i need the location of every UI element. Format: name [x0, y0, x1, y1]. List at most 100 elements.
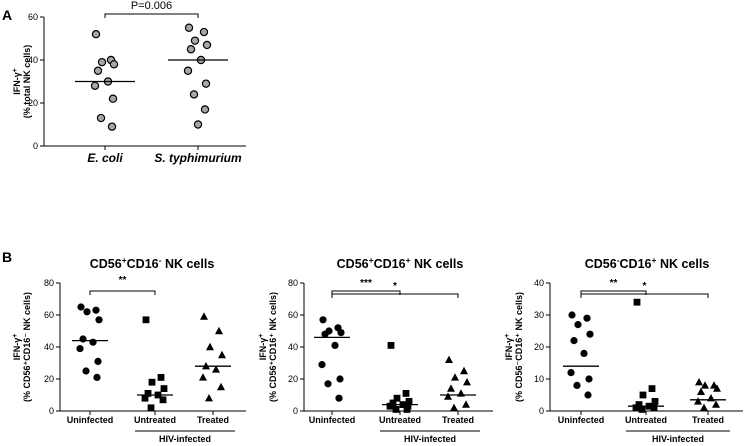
x-category-label: Uninfected [309, 415, 356, 425]
significance-label: * [643, 281, 647, 292]
y-tick-label: 40 [288, 342, 298, 352]
x-category-label: Untreated [134, 415, 176, 425]
significance-bracket [89, 290, 156, 295]
data-point [713, 384, 721, 392]
data-point [89, 338, 97, 346]
data-point [450, 403, 458, 411]
data-point [633, 298, 641, 306]
significance-label: ** [119, 275, 127, 286]
data-point [460, 366, 468, 375]
data-point [567, 369, 575, 377]
chart-title-part: CD16 [127, 257, 159, 271]
data-point [585, 375, 593, 383]
data-point [700, 403, 708, 411]
data-point [447, 384, 455, 392]
y-tick-label: 20 [44, 374, 54, 384]
data-point [141, 394, 149, 402]
data-point [212, 365, 220, 373]
data-point [445, 355, 453, 363]
data-point [217, 382, 225, 391]
significance-bracket [580, 293, 709, 298]
y-axis-label-line2: (% CD56⁺CD16⁻ NK cells) [22, 292, 32, 402]
chart-title-part: CD16 [374, 257, 406, 271]
y-axis-label-line1: IFN-γ [504, 338, 514, 361]
significance-label: * [393, 281, 397, 292]
data-point [444, 392, 452, 400]
x-category-label: Treated [692, 415, 724, 425]
data-point [202, 40, 212, 50]
y-tick-label: 0 [33, 141, 38, 151]
data-point [451, 373, 459, 381]
data-point [206, 342, 214, 351]
significance-label: P=0.006 [131, 0, 172, 12]
data-point [90, 81, 100, 91]
chart-title-part: NK cells [411, 257, 464, 271]
y-axis-label-sup: + [504, 334, 511, 338]
x-category-label: E. coli [87, 151, 123, 165]
data-point [92, 306, 100, 314]
x-category-label: Treated [442, 415, 474, 425]
data-point [160, 385, 168, 392]
chart-title-part: + [406, 255, 411, 265]
data-point [142, 316, 150, 324]
data-point [183, 66, 193, 75]
data-point [107, 122, 117, 131]
data-point [405, 398, 413, 405]
y-axis-label-line1: IFN-γ [12, 338, 22, 361]
y-tick-label: 40 [534, 278, 544, 288]
data-point [712, 400, 720, 408]
x-category-label: Uninfected [67, 415, 114, 425]
data-point [583, 314, 591, 322]
chart-title-part: + [122, 255, 127, 265]
data-point [82, 367, 90, 375]
data-point [94, 357, 102, 365]
data-point [215, 326, 223, 335]
y-axis-label: IFN-γ+ (% CD56⁺CD16⁺ NK cells) [258, 292, 278, 402]
y-axis-label-line2: (% CD56⁺CD16⁺ NK cells) [268, 292, 278, 402]
y-tick-label: 10 [534, 374, 544, 384]
data-point [632, 404, 640, 412]
y-axis-label: IFN-γ+ (% total NK cells) [12, 45, 32, 119]
y-tick-label: 30 [534, 310, 544, 320]
chart-title-part: NK cells [656, 257, 709, 271]
chart-title: CD56+CD16- NK cells [90, 255, 215, 271]
data-point [190, 36, 200, 45]
data-point [97, 57, 107, 67]
data-point [200, 312, 208, 320]
data-point [701, 381, 709, 389]
data-point [638, 406, 646, 413]
data-point [586, 330, 594, 338]
y-tick-label: 60 [288, 310, 298, 320]
data-point [402, 390, 410, 397]
data-point [77, 303, 85, 311]
data-point [201, 79, 211, 88]
data-point [148, 378, 156, 386]
data-point [83, 308, 91, 316]
significance-bracket [331, 290, 401, 295]
data-point [96, 113, 106, 123]
significance-label: ** [610, 278, 618, 289]
chart-title-part: - [617, 255, 620, 265]
y-axis-label-line1: IFN-γ [12, 72, 22, 95]
y-axis-label-sup: + [12, 68, 19, 72]
data-point [199, 373, 207, 381]
data-point [193, 120, 203, 129]
data-point [694, 397, 702, 405]
significance-label: *** [360, 278, 372, 289]
y-tick-label: 0 [293, 406, 298, 416]
y-tick-label: 40 [44, 342, 54, 352]
data-point [199, 27, 209, 37]
data-point [321, 330, 329, 338]
data-point [159, 396, 167, 404]
y-axis-label: IFN-γ+ (% CD56⁺CD16⁻ NK cells) [12, 292, 32, 402]
y-tick-label: 40 [28, 55, 38, 65]
group-label-hiv-infected: HIV-infected [159, 434, 211, 444]
chart-title-part: CD56 [585, 257, 617, 271]
chart-a: 0 20 40 60 IFN-γ+ (% total NK cells) E. coli S.… [12, 0, 246, 165]
data-point [93, 66, 103, 75]
y-tick-label: 20 [288, 374, 298, 384]
y-axis-label-line2: (% total NK cells) [22, 45, 32, 119]
